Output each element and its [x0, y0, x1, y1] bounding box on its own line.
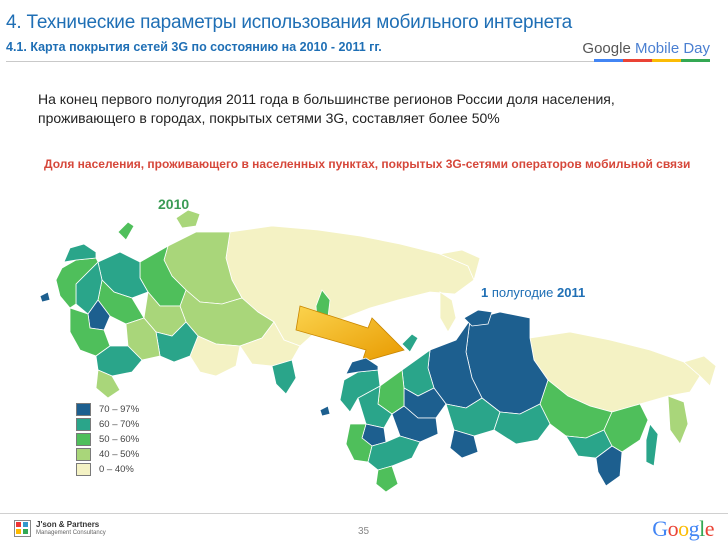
google-letter: e — [704, 516, 715, 541]
region-2011-novaya-zemlya — [401, 333, 419, 353]
google-logo: Google — [652, 516, 714, 542]
region-2010-krasnoyarsk-south — [189, 335, 241, 377]
map-label-2011-num: 1 — [481, 285, 489, 300]
lead-text: На конец первого полугодия 2011 года в б… — [38, 91, 615, 126]
region-2011-khabarovsk — [603, 403, 649, 453]
map-2010 — [39, 209, 481, 399]
legend-item: 60 – 70% — [76, 417, 139, 432]
brand-prefix: Google — [582, 40, 631, 57]
map-label-2011-year: 2011 — [557, 285, 586, 300]
map-legend: 70 – 97% 60 – 70% 50 – 60% 40 – 50% 0 – … — [76, 402, 139, 477]
region-2011-sakhalin — [645, 423, 659, 467]
partner-subtitle: Management Consultancy — [36, 530, 106, 536]
region-2011-kaliningrad — [319, 405, 331, 417]
legend-label: 70 – 97% — [99, 404, 140, 415]
legend-label: 40 – 50% — [99, 449, 140, 460]
legend-item: 50 – 60% — [76, 432, 139, 447]
page-number: 35 — [358, 526, 370, 537]
partner-logo-mark — [14, 520, 31, 537]
google-letter: o — [678, 516, 689, 541]
region-2010-south-siberia — [155, 321, 199, 363]
region-2010-kola — [63, 243, 97, 263]
brand-color-bar — [594, 59, 710, 62]
legend-item: 70 – 97% — [76, 402, 139, 417]
region-2011-kamchatka — [667, 395, 689, 445]
legend-swatch — [76, 463, 91, 476]
region-2010-primorye — [271, 359, 297, 395]
legend-item: 0 – 40% — [76, 462, 139, 477]
transition-arrow — [295, 305, 405, 363]
slide-subtitle: 4.1. Карта покрытия сетей 3G по состояни… — [6, 40, 382, 54]
partner-logo: J'son & Partners Management Consultancy — [14, 520, 106, 537]
region-2011-caucasus — [375, 465, 399, 493]
region-2010-kamchatka — [439, 291, 457, 333]
map-label-2010: 2010 — [158, 196, 190, 212]
legend-item: 40 – 50% — [76, 447, 139, 462]
partner-name: J'son & Partners — [36, 520, 100, 529]
region-2010-novaya-zemlya — [117, 221, 135, 241]
footer-divider — [0, 513, 728, 514]
legend-swatch — [76, 433, 91, 446]
legend-label: 60 – 70% — [99, 419, 140, 430]
map-caption: Доля населения, проживающего в населенны… — [44, 157, 691, 171]
brand-suffix: Mobile Day — [634, 40, 710, 57]
google-letter: l — [699, 516, 705, 541]
header-divider — [6, 61, 594, 62]
google-mobile-day-logo: Google Mobile Day — [582, 40, 710, 57]
region-2011-primorye — [595, 445, 623, 487]
legend-swatch — [76, 418, 91, 431]
google-letter: g — [688, 516, 700, 541]
google-letter: G — [652, 516, 668, 541]
google-letter: o — [667, 516, 679, 541]
region-2011-taimyr — [463, 309, 493, 327]
map-label-2011-mid: полугодие — [488, 285, 558, 300]
map-2011 — [319, 309, 717, 493]
region-2010-kaliningrad — [39, 291, 51, 303]
legend-label: 0 – 40% — [99, 464, 134, 475]
legend-swatch — [76, 448, 91, 461]
region-2011-chukotka — [683, 355, 717, 387]
map-label-2011: 1 полугодие 2011 — [481, 285, 585, 300]
region-2010-taimyr — [175, 209, 201, 229]
region-2010-chukotka — [438, 249, 481, 282]
region-2010-caucasus — [95, 369, 121, 399]
region-2011-irkutsk — [493, 403, 551, 445]
legend-swatch — [76, 403, 91, 416]
region-2011-urals-north — [401, 349, 435, 397]
legend-label: 50 – 60% — [99, 434, 140, 445]
slide-title: 4. Технические параметры использования м… — [6, 12, 573, 33]
region-2011-kola — [345, 357, 379, 375]
region-2011-altai — [449, 429, 479, 459]
